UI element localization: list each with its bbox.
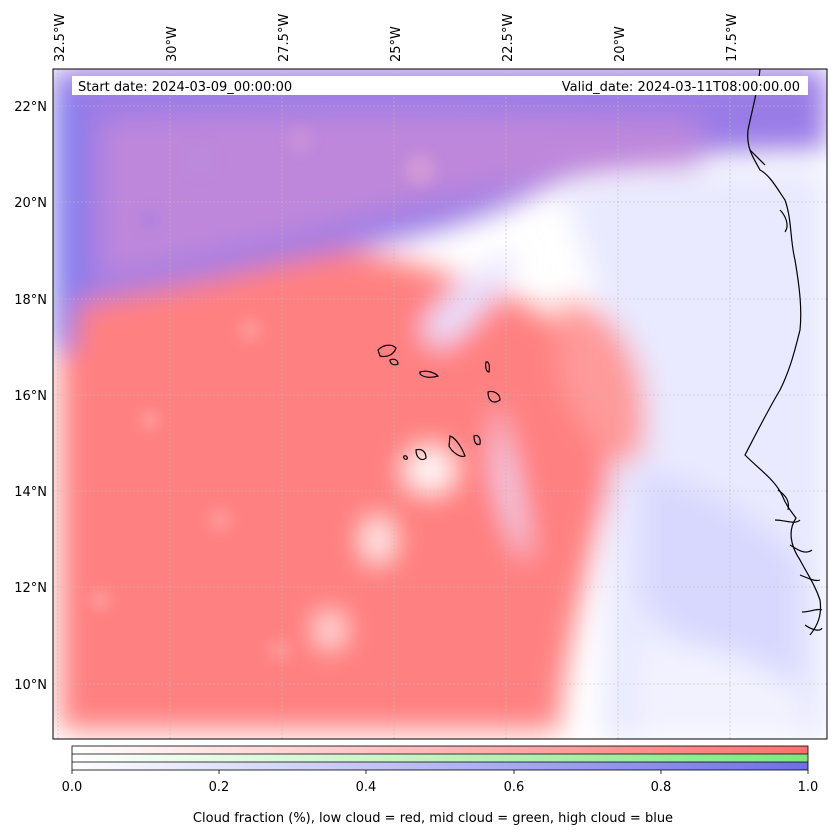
colorbar-tick: 0.8 [651,780,672,795]
island-fogo [415,448,427,461]
island-boa-vista [487,390,501,403]
lat-label: 10°N [14,678,47,693]
colorbar-tick: 0.2 [209,780,230,795]
island-maio [473,434,481,446]
lon-label: 25°W [389,26,404,62]
colorbar-tick: 1.0 [798,780,819,795]
lat-label: 14°N [14,485,47,500]
colorbar-high-cloud [72,762,808,770]
lon-label: 30°W [165,26,180,62]
cloud-texture [90,128,436,662]
colorbar-tick-labels: 0.0 0.2 0.4 0.6 0.8 1.0 [62,780,819,795]
island-brava [403,455,408,460]
lat-label: 22°N [14,100,47,115]
lon-label: 20°W [613,26,628,62]
lat-label: 20°N [14,196,47,211]
start-date-label: Start date: 2024-03-09_00:00:00 [78,80,292,95]
lat-label: 12°N [14,581,47,596]
colorbar-low-cloud [72,746,808,754]
colorbar-mid-cloud [72,754,808,762]
colorbar-frame [71,745,809,771]
colorbar-tick-marks [71,770,809,774]
cloud-field [53,69,827,739]
lat-label: 18°N [14,293,47,308]
colorbar-tick: 0.6 [504,780,525,795]
map-frame [52,68,828,740]
longitude-labels: 32.5°W 30°W 27.5°W 25°W 22.5°W 20°W 17.5… [53,14,740,62]
lat-label: 16°N [14,389,47,404]
coastlines [377,69,823,636]
date-banner [72,76,808,95]
lon-label: 32.5°W [53,14,68,62]
colorbar-label: Cloud fraction (%), low cloud = red, mid… [193,811,673,826]
lon-label: 17.5°W [725,14,740,62]
colorbar: 0.0 0.2 0.4 0.6 0.8 1.0 Cloud fraction (… [62,745,819,826]
graticule [53,69,827,739]
latitude-labels: 22°N 20°N 18°N 16°N 14°N 12°N 10°N [14,100,47,693]
lon-label: 22.5°W [501,14,516,62]
island-sao-nicolau [419,370,440,378]
island-santiago [448,435,466,457]
valid-date-label: Valid_date: 2024-03-11T08:00:00.00 [562,80,800,95]
lon-label: 27.5°W [277,14,292,62]
africa-coastline [744,69,822,636]
cloud-blobs [53,69,827,739]
island-sao-vicente [389,358,399,366]
island-santo-antao [377,344,397,358]
colorbar-tick: 0.4 [356,780,377,795]
colorbar-tick: 0.0 [62,780,83,795]
island-sal [485,361,490,373]
